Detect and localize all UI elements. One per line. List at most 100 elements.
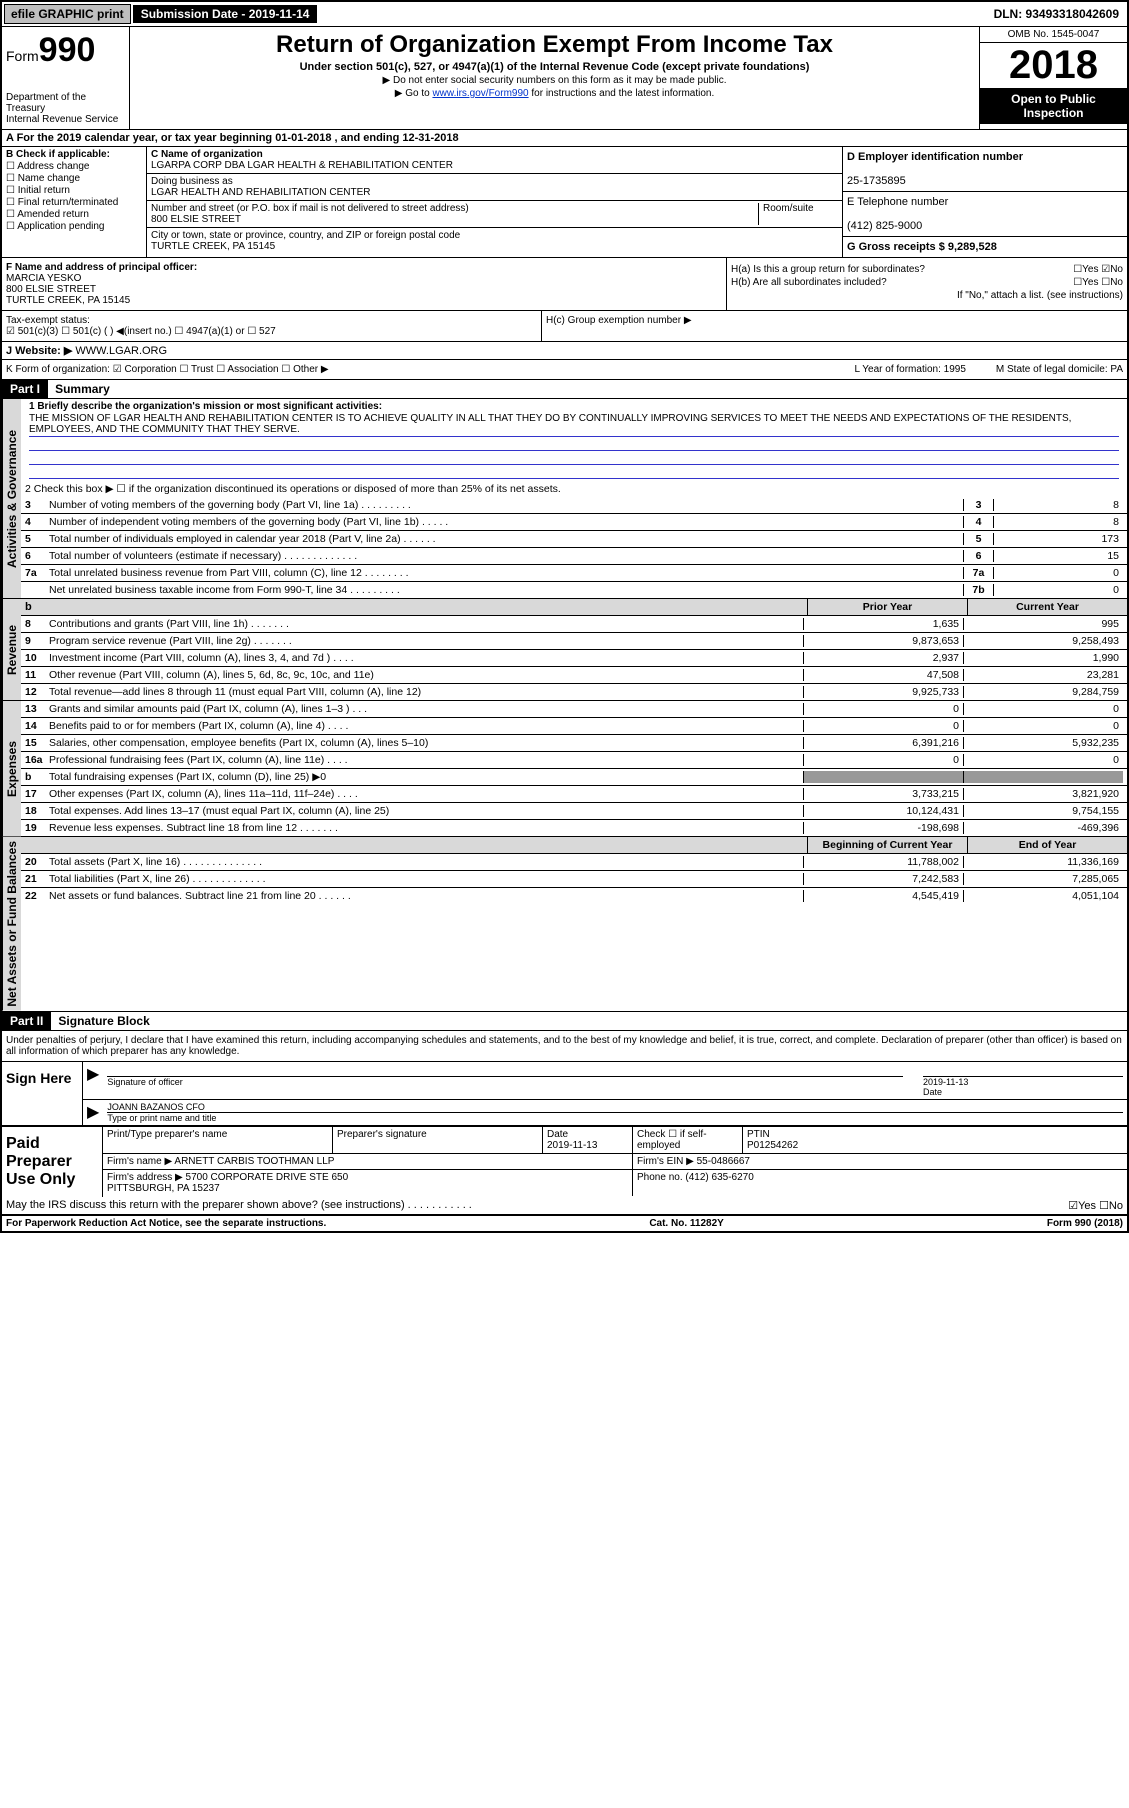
row-k-l-m: K Form of organization: ☑ Corporation ☐ … — [2, 360, 1127, 380]
data-line-18: 18Total expenses. Add lines 13–17 (must … — [21, 803, 1127, 820]
tax-year: 2018 — [980, 43, 1127, 88]
submission-date-label: Submission Date - 2019-11-14 — [133, 5, 318, 23]
self-employed-check[interactable]: Check ☐ if self-employed — [637, 1129, 707, 1151]
data-line-9: 9Program service revenue (Part VIII, lin… — [21, 633, 1127, 650]
footer-right: Form 990 (2018) — [1047, 1218, 1123, 1229]
part-2-header: Part II Signature Block — [2, 1011, 1127, 1031]
chk-application-pending[interactable]: ☐ Application pending — [6, 221, 142, 232]
part-1-header: Part I Summary — [2, 380, 1127, 399]
arrow-icon: ▶ — [87, 1064, 99, 1097]
ha-answer[interactable]: ☐Yes ☑No — [1073, 264, 1123, 275]
ein-value: 25-1735895 — [847, 175, 906, 187]
omb-number: OMB No. 1545-0047 — [980, 27, 1127, 43]
row-a-tax-year: A For the 2019 calendar year, or tax yea… — [2, 130, 1127, 147]
group-return: H(a) Is this a group return for subordin… — [727, 258, 1127, 310]
header: Form990 Department of the Treasury Inter… — [2, 27, 1127, 130]
state-domicile: M State of legal domicile: PA — [996, 364, 1123, 375]
form-of-org[interactable]: K Form of organization: ☑ Corporation ☐ … — [6, 364, 329, 375]
gov-line-5: 5Total number of individuals employed in… — [21, 531, 1127, 548]
org-name: LGARPA CORP DBA LGAR HEALTH & REHABILITA… — [151, 160, 453, 171]
data-line-22: 22Net assets or fund balances. Subtract … — [21, 888, 1127, 904]
firm-ein: 55-0486667 — [697, 1156, 750, 1167]
data-line-17: 17Other expenses (Part IX, column (A), l… — [21, 786, 1127, 803]
side-label-expenses: Expenses — [2, 701, 21, 836]
data-line-16a: 16aProfessional fundraising fees (Part I… — [21, 752, 1127, 769]
sig-date: 2019-11-13 — [923, 1077, 968, 1087]
top-bar: efile GRAPHIC print Submission Date - 20… — [2, 2, 1127, 27]
website-row: J Website: ▶ WWW.LGAR.ORG — [2, 342, 1127, 360]
dba-name: LGAR HEALTH AND REHABILITATION CENTER — [151, 187, 370, 198]
data-line-b: bTotal fundraising expenses (Part IX, co… — [21, 769, 1127, 786]
arrow-icon: ▶ — [87, 1102, 99, 1123]
hb-answer[interactable]: ☐Yes ☐No — [1073, 277, 1123, 288]
data-line-11: 11Other revenue (Part VIII, column (A), … — [21, 667, 1127, 684]
instructions-link[interactable]: www.irs.gov/Form990 — [432, 88, 528, 99]
sign-here-label: Sign Here — [2, 1062, 82, 1125]
activities-governance: Activities & Governance 1 Briefly descri… — [2, 399, 1127, 598]
form-prefix: Form — [6, 48, 39, 64]
expenses-section: Expenses 13Grants and similar amounts pa… — [2, 700, 1127, 836]
website-value: WWW.LGAR.ORG — [75, 345, 167, 357]
paid-preparer-block: Paid Preparer Use Only Print/Type prepar… — [2, 1126, 1127, 1197]
ptin-value: P01254262 — [747, 1140, 798, 1151]
gov-line-4: 4Number of independent voting members of… — [21, 514, 1127, 531]
city-state-zip: TURTLE CREEK, PA 15145 — [151, 241, 275, 252]
net-column-headers: Beginning of Current Year End of Year — [21, 837, 1127, 854]
form-container: efile GRAPHIC print Submission Date - 20… — [0, 0, 1129, 1233]
prep-date: 2019-11-13 — [547, 1140, 597, 1151]
form-title: Return of Organization Exempt From Incom… — [134, 31, 975, 59]
telephone: (412) 825-9000 — [847, 220, 922, 232]
dept-treasury: Department of the Treasury Internal Reve… — [6, 92, 125, 125]
discuss-answer[interactable]: ☑Yes ☐No — [1068, 1199, 1123, 1212]
header-left: Form990 Department of the Treasury Inter… — [2, 27, 130, 129]
chk-final-return[interactable]: ☐ Final return/terminated — [6, 197, 142, 208]
gov-line-3: 3Number of voting members of the governi… — [21, 497, 1127, 514]
data-line-15: 15Salaries, other compensation, employee… — [21, 735, 1127, 752]
perjury-declaration: Under penalties of perjury, I declare th… — [2, 1031, 1127, 1061]
gross-receipts: G Gross receipts $ 9,289,528 — [847, 241, 997, 253]
chk-name-change[interactable]: ☐ Name change — [6, 173, 142, 184]
gov-line-6: 6Total number of volunteers (estimate if… — [21, 548, 1127, 565]
dln-label: DLN: 93493318042609 — [986, 5, 1127, 23]
data-line-13: 13Grants and similar amounts paid (Part … — [21, 701, 1127, 718]
open-inspection: Open to Public Inspection — [980, 88, 1127, 124]
group-exemption: H(c) Group exemption number ▶ — [542, 311, 1127, 341]
chk-address-change[interactable]: ☐ Address change — [6, 161, 142, 172]
side-label-governance: Activities & Governance — [2, 399, 21, 598]
subtitle-1: Under section 501(c), 527, or 4947(a)(1)… — [134, 61, 975, 73]
exempt-options[interactable]: ☑ 501(c)(3) ☐ 501(c) ( ) ◀(insert no.) ☐… — [6, 326, 276, 337]
header-right: OMB No. 1545-0047 2018 Open to Public In… — [979, 27, 1127, 129]
column-d-ein: D Employer identification number 25-1735… — [842, 147, 1127, 257]
line-2: 2 Check this box ▶ ☐ if the organization… — [21, 481, 1127, 497]
principal-officer: F Name and address of principal officer:… — [2, 258, 727, 310]
year-formation: L Year of formation: 1995 — [855, 364, 966, 375]
footer: For Paperwork Reduction Act Notice, see … — [2, 1215, 1127, 1231]
footer-mid: Cat. No. 11282Y — [649, 1218, 723, 1229]
column-headers: b Prior Year Current Year — [21, 599, 1127, 616]
footer-left: For Paperwork Reduction Act Notice, see … — [6, 1218, 326, 1229]
side-label-net: Net Assets or Fund Balances — [2, 837, 21, 1011]
net-assets-section: Net Assets or Fund Balances Beginning of… — [2, 836, 1127, 1011]
column-b-checkboxes: B Check if applicable: ☐ Address change … — [2, 147, 147, 257]
form-number: 990 — [39, 31, 96, 69]
side-label-revenue: Revenue — [2, 599, 21, 700]
chk-amended[interactable]: ☐ Amended return — [6, 209, 142, 220]
data-line-14: 14Benefits paid to or for members (Part … — [21, 718, 1127, 735]
subtitle-3: ▶ Go to www.irs.gov/Form990 for instruct… — [134, 88, 975, 99]
discuss-row: May the IRS discuss this return with the… — [2, 1197, 1127, 1215]
paid-preparer-label: Paid Preparer Use Only — [2, 1127, 102, 1197]
data-line-10: 10Investment income (Part VIII, column (… — [21, 650, 1127, 667]
data-line-12: 12Total revenue—add lines 8 through 11 (… — [21, 684, 1127, 700]
chk-initial-return[interactable]: ☐ Initial return — [6, 185, 142, 196]
row-i-j: Tax-exempt status: ☑ 501(c)(3) ☐ 501(c) … — [2, 311, 1127, 342]
efile-button[interactable]: efile GRAPHIC print — [4, 4, 131, 24]
header-mid: Return of Organization Exempt From Incom… — [130, 27, 979, 129]
mission-block: 1 Briefly describe the organization's mi… — [21, 399, 1127, 481]
section-b-through-g: B Check if applicable: ☐ Address change … — [2, 147, 1127, 258]
data-line-20: 20Total assets (Part X, line 16) . . . .… — [21, 854, 1127, 871]
sign-here-block: Sign Here ▶ Signature of officer 2019-11… — [2, 1061, 1127, 1126]
data-line-21: 21Total liabilities (Part X, line 26) . … — [21, 871, 1127, 888]
revenue-section: Revenue b Prior Year Current Year 8Contr… — [2, 598, 1127, 700]
officer-name: JOANN BAZANOS CFO — [107, 1102, 205, 1112]
data-line-19: 19Revenue less expenses. Subtract line 1… — [21, 820, 1127, 836]
